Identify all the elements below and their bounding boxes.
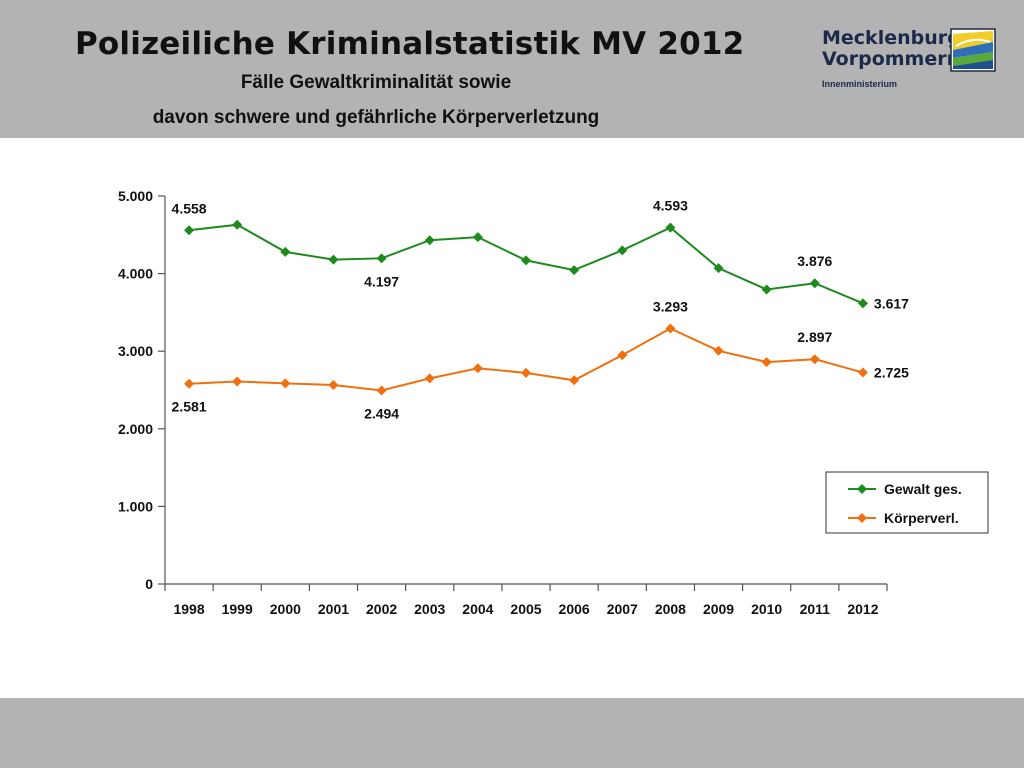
x-tick-label: 2007 — [607, 601, 638, 617]
series-2-point — [328, 379, 339, 390]
x-tick-label: 2000 — [270, 601, 301, 617]
series-2-data-label: 3.293 — [653, 298, 688, 314]
y-tick-label: 5.000 — [118, 188, 153, 204]
series-2-data-label: 2.581 — [172, 399, 207, 415]
page-title: Polizeiliche Kriminalstatistik MV 2012 — [75, 26, 745, 62]
chart-legend: Gewalt ges. Körperverl. — [825, 471, 989, 534]
series-1-point — [280, 246, 291, 257]
series-1-point — [472, 232, 483, 243]
logo-text-line-1: Mecklenburg — [822, 27, 961, 49]
x-tick-label: 2001 — [318, 601, 349, 617]
series-1-point — [713, 263, 724, 274]
logo-text-line-2: Vorpommern — [822, 48, 961, 70]
legend-entry: Gewalt ges. — [884, 481, 962, 497]
x-tick-label: 1999 — [222, 601, 253, 617]
series-1-point — [569, 265, 580, 276]
series-1-point — [328, 254, 339, 265]
series-2-point — [280, 378, 291, 389]
series-2-data-label: 2.897 — [797, 329, 832, 345]
series-2-point — [761, 357, 772, 368]
series-1-point — [424, 235, 435, 246]
x-tick-label: 1998 — [173, 601, 204, 617]
subtitle-line-2: davon schwere und gefährliche Körperverl… — [152, 107, 600, 128]
x-tick-label: 2002 — [366, 601, 397, 617]
series-2-data-label: 2.494 — [364, 405, 399, 421]
series-2-point — [521, 367, 531, 378]
chart-data-labels: 4.558 4.197 4.593 3.876 3.617 2.581 2.494 3.293… — [172, 198, 910, 422]
series-2-point — [809, 354, 820, 365]
y-tick-label: 2.000 — [118, 421, 153, 437]
header-band — [0, 0, 1024, 138]
series-1-data-label: 3.876 — [797, 253, 832, 269]
y-tick-label: 4.000 — [118, 266, 153, 282]
state-emblem-icon — [950, 28, 996, 72]
footer-band — [0, 698, 1024, 768]
x-tick-label: 2008 — [655, 601, 686, 617]
series-1-point — [761, 284, 772, 295]
x-tick-label: 2011 — [800, 601, 831, 617]
series-2-data-label: 2.725 — [874, 365, 909, 381]
chart-series — [184, 219, 868, 396]
series-2-point — [617, 350, 628, 361]
x-tick-label: 2010 — [751, 601, 782, 617]
chart-axes: 0 1.000 2.000 3.000 4.000 5.000 1998 1999 2000 20… — [118, 188, 888, 617]
series-1-data-label: 4.593 — [653, 198, 688, 214]
y-tick-label: 0 — [145, 576, 153, 592]
series-1-point — [521, 255, 531, 266]
y-tick-label: 1.000 — [118, 498, 153, 514]
legend-swatch-marker — [857, 513, 867, 523]
x-tick-label: 2009 — [703, 601, 734, 617]
series-2-point — [184, 378, 195, 389]
series-2-point — [665, 323, 676, 334]
series-1-data-label: 4.558 — [172, 200, 207, 216]
x-tick-label: 2006 — [559, 601, 590, 617]
series-2-point — [713, 345, 724, 356]
x-tick-label: 2005 — [510, 601, 541, 617]
series-1-data-label: 3.617 — [874, 295, 909, 311]
series-2-point — [857, 367, 868, 378]
legend-box — [825, 471, 989, 534]
series-2-point — [376, 385, 387, 396]
series-1-point — [232, 219, 243, 230]
ministry-logo: Mecklenburg Vorpommern Innenministerium — [822, 28, 1002, 94]
series-2-point — [424, 373, 435, 384]
series-2-point — [232, 376, 243, 387]
x-tick-label: 2003 — [414, 601, 445, 617]
series-2-point — [569, 375, 580, 386]
series-1-point — [665, 222, 676, 233]
series-2-point — [472, 363, 483, 374]
series-1-data-label: 4.197 — [364, 273, 399, 289]
x-tick-label: 2004 — [462, 601, 493, 617]
subtitle-line-1: Fälle Gewaltkriminalität sowie — [240, 72, 512, 93]
series-1-point — [857, 298, 868, 309]
legend-entry: Körperverl. — [884, 510, 959, 526]
series-1-point — [617, 245, 628, 256]
series-1-point — [376, 253, 387, 264]
logo-ministry-text: Innenministerium — [822, 79, 898, 89]
x-tick-label: 2012 — [847, 601, 878, 617]
legend-swatch-marker — [857, 484, 867, 494]
series-2-line — [189, 327, 864, 392]
series-1-point — [809, 278, 820, 289]
series-1-point — [184, 225, 195, 236]
y-tick-label: 3.000 — [118, 343, 153, 359]
